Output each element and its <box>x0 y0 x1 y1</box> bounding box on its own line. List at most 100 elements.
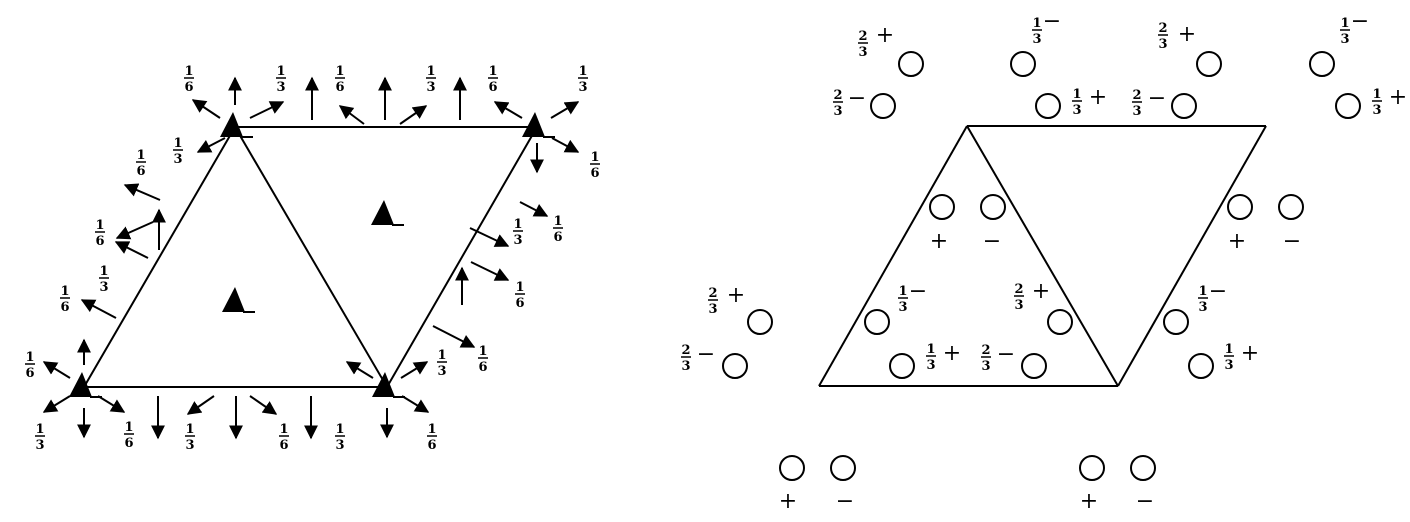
vector-arrow-2 <box>249 101 285 119</box>
fraction-numerator: 1 <box>35 422 44 437</box>
vector-arrow-16 <box>401 395 430 413</box>
fraction-denominator: 3 <box>1340 32 1349 47</box>
fraction-denominator: 3 <box>513 233 522 248</box>
right-fraction-1: 13 <box>1032 16 1042 47</box>
fraction-denominator: 6 <box>184 80 193 95</box>
site-circle-2 <box>1196 51 1222 77</box>
right-sign-7: + <box>1389 85 1407 110</box>
fraction-numerator: 1 <box>1372 87 1381 102</box>
right-left-edge <box>818 125 968 387</box>
circle-pair-sign-7: − <box>1136 489 1154 514</box>
fraction-denominator: 3 <box>898 300 907 315</box>
vector-arrow-24 <box>114 241 149 259</box>
right-fraction-9: 23 <box>1014 282 1024 313</box>
face-glyph-lower-triangle <box>222 287 245 312</box>
fraction-numerator: 1 <box>1032 16 1041 31</box>
fraction-denominator: 3 <box>708 302 717 317</box>
fraction-denominator: 6 <box>590 166 599 181</box>
site-circle-17 <box>889 353 915 379</box>
fraction-numerator: 2 <box>1014 282 1023 297</box>
site-circle-23 <box>1130 455 1156 481</box>
fraction-denominator: 3 <box>99 280 108 295</box>
vector-arrow-35 <box>249 395 278 415</box>
right-sign-3: − <box>1351 9 1369 34</box>
site-circle-11 <box>1278 194 1304 220</box>
fraction-numerator: 1 <box>488 64 497 79</box>
right-fraction-5: 13 <box>1072 87 1082 118</box>
fraction-denominator: 3 <box>1014 298 1023 313</box>
left-fraction-22: 13 <box>335 422 345 453</box>
right-fraction-2: 23 <box>1158 21 1168 52</box>
right-fraction-0: 23 <box>858 29 868 60</box>
fraction-denominator: 6 <box>515 296 524 311</box>
fraction-denominator: 3 <box>426 80 435 95</box>
left-fraction-labels: 1613161316131316161613161316161613161316… <box>25 64 600 453</box>
left-fraction-14: 16 <box>515 280 525 311</box>
left-fraction-7: 16 <box>136 148 146 179</box>
vector-arrow-13 <box>345 361 374 379</box>
vector-arrow-9 <box>42 361 71 379</box>
fraction-denominator: 3 <box>1198 300 1207 315</box>
left-rotation-glyphs <box>69 112 555 398</box>
fraction-numerator: 1 <box>185 422 194 437</box>
fraction-denominator: 6 <box>488 80 497 95</box>
vector-arrow-7 <box>551 137 580 153</box>
left-diagram-rhombus: 1613161316131316161613161316161613161316… <box>25 64 600 453</box>
left-vector-arrows <box>42 76 580 440</box>
vector-arrow-1 <box>191 99 221 119</box>
fraction-numerator: 1 <box>1198 284 1207 299</box>
left-rhombus-edges <box>83 126 538 388</box>
circle-pair-sign-5: − <box>836 489 854 514</box>
right-fraction-7: 13 <box>1372 87 1382 118</box>
right-fraction-4: 23 <box>833 88 843 119</box>
left-fraction-21: 16 <box>279 422 289 453</box>
circle-pair-sign-1: − <box>983 229 1001 254</box>
right-sign-2: + <box>1178 22 1196 47</box>
fraction-denominator: 3 <box>1372 103 1381 118</box>
fraction-denominator: 3 <box>681 359 690 374</box>
site-circle-7 <box>1335 93 1361 119</box>
vector-arrow-19 <box>338 105 365 125</box>
vector-arrow-30 <box>432 325 476 348</box>
fraction-numerator: 1 <box>1340 16 1349 31</box>
vector-arrow-14 <box>400 361 429 379</box>
site-circle-1 <box>1010 51 1036 77</box>
site-circle-0 <box>898 51 924 77</box>
fraction-numerator: 1 <box>426 64 435 79</box>
left-fraction-13: 16 <box>60 284 70 315</box>
fraction-denominator: 6 <box>335 80 344 95</box>
fraction-denominator: 6 <box>124 436 133 451</box>
right-sign-12: − <box>697 342 715 367</box>
fraction-numerator: 1 <box>335 422 344 437</box>
circle-pair-sign-2: + <box>1228 229 1246 254</box>
left-fraction-11: 16 <box>553 214 563 245</box>
fraction-denominator: 3 <box>833 104 842 119</box>
right-fraction-10: 13 <box>1198 284 1208 315</box>
left-fraction-6: 13 <box>173 136 183 167</box>
right-fraction-12: 23 <box>681 343 691 374</box>
right-right-edge <box>1117 125 1267 387</box>
left-fraction-4: 16 <box>488 64 498 95</box>
site-circle-13 <box>864 309 890 335</box>
vector-arrow-31 <box>519 201 549 217</box>
fraction-numerator: 1 <box>553 214 562 229</box>
right-fraction-3: 13 <box>1340 16 1350 47</box>
fraction-denominator: 6 <box>136 164 145 179</box>
fraction-denominator: 6 <box>427 438 436 453</box>
vector-arrow-20 <box>399 105 428 125</box>
site-circle-14 <box>1047 309 1073 335</box>
left-fraction-2: 16 <box>335 64 345 95</box>
fraction-numerator: 1 <box>173 136 182 151</box>
fraction-denominator: 3 <box>858 45 867 60</box>
left-fraction-19: 16 <box>124 420 134 451</box>
fraction-numerator: 1 <box>578 64 587 79</box>
site-circle-6 <box>1171 93 1197 119</box>
right-fraction-14: 23 <box>981 343 991 374</box>
left-fraction-10: 13 <box>513 217 523 248</box>
right-fraction-6: 23 <box>1132 88 1142 119</box>
fraction-numerator: 1 <box>926 342 935 357</box>
circle-pair-sign-0: + <box>930 229 948 254</box>
fraction-denominator: 3 <box>276 80 285 95</box>
left-fraction-17: 16 <box>25 350 35 381</box>
